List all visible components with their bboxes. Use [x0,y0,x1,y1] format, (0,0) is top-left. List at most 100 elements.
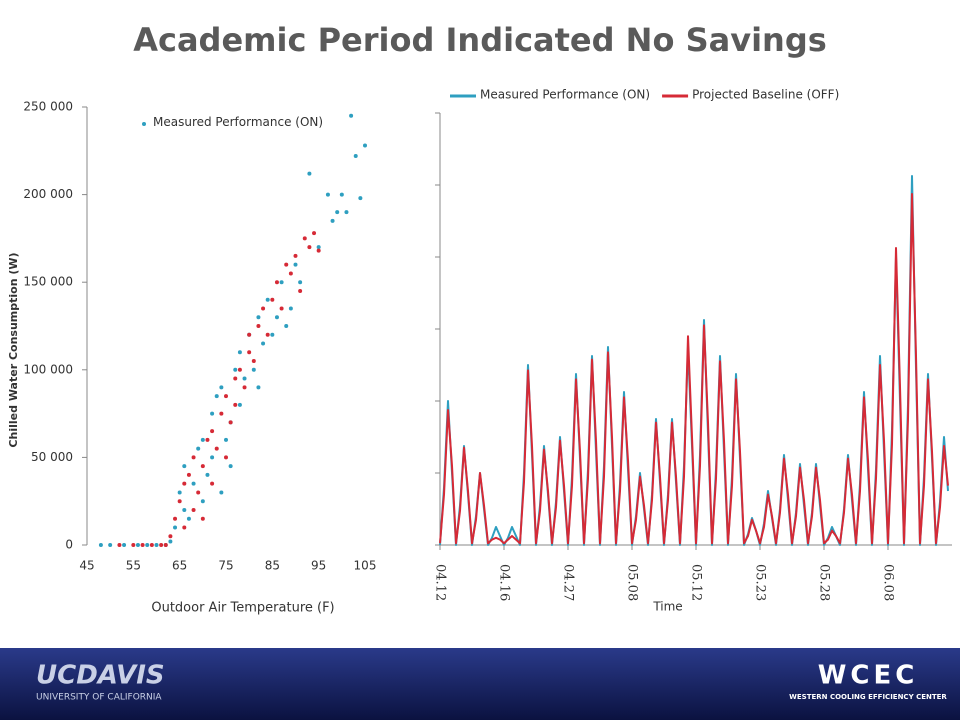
wcec-sub: WESTERN COOLING EFFICIENCY CENTER [789,693,947,701]
scatter-point [214,446,219,451]
scatter-point [168,534,173,539]
scatter-point [242,376,247,381]
scatter-point [219,385,224,390]
scatter-point [145,543,150,547]
scatter-point [339,192,344,197]
scatter-point [237,402,242,407]
ucdavis-logo: UCDAVIS [36,661,165,691]
scatter-point [228,464,233,469]
footer-band [0,648,960,720]
x-tick-label: 05.08 [625,564,640,601]
scatter-point [182,507,187,512]
y-tick-label: 0 [65,538,73,552]
scatter-point [191,507,196,512]
scatter-point [233,376,238,381]
scatter-point [186,472,191,477]
line-series [439,193,949,545]
y-tick-label: 250 000 [23,100,73,114]
scatter-point [224,394,228,399]
scatter-point [140,543,145,547]
x-tick-label: 05.28 [817,564,832,601]
scatter-point [163,543,168,547]
x-tick-label: 65 [172,559,187,573]
scatter-point [279,280,284,285]
scatter-point [98,543,103,547]
scatter-point [237,367,242,372]
scatter-point [344,210,349,215]
scatter-point [325,192,330,197]
scatter-point [293,253,298,258]
scatter-point [117,543,122,547]
scatter-point [219,411,224,416]
scatter-point [131,543,136,547]
scatter-point [247,332,252,337]
y-axis-label: Chilled Water Consumption (W) [7,252,20,447]
scatter-point [182,464,187,469]
wcec-logo: WCEC [818,661,919,691]
scatter-point [247,350,252,355]
ucdavis-sub: UNIVERSITY OF CALIFORNIA [36,693,162,703]
scatter-point [122,543,127,547]
scatter-point [265,297,270,302]
scatter-point [237,350,242,355]
x-tick-label: 04.27 [561,564,576,601]
scatter-point [256,315,261,320]
scatter-point [312,231,317,236]
scatter-point [284,262,289,267]
scatter-point [108,543,113,547]
scatter-point [330,218,335,223]
scatter-point [358,196,363,201]
legend-marker [142,122,146,126]
scatter-point [168,539,173,544]
scatter-point [316,245,321,250]
y-tick-label: 100 000 [23,362,73,376]
scatter-point [363,143,367,148]
scatter-point [228,420,233,425]
scatter-point [224,437,228,442]
scatter-point [214,394,219,399]
scatter-point [200,464,205,469]
scatter-point [242,385,247,390]
scatter-point [302,236,307,241]
scatter-point [316,248,321,253]
scatter-point [210,455,215,460]
scatter-point [191,455,196,460]
x-tick-label: 105 [354,559,377,573]
scatter-point [256,324,261,328]
scatter-point [177,499,182,504]
x-tick-label: 45 [79,559,94,573]
x-axis-label: Outdoor Air Temperature (F) [151,601,334,616]
legend-label: Projected Baseline (OFF) [692,88,839,102]
x-tick-label: 04.12 [433,564,448,601]
scatter-point [159,543,164,547]
scatter-point [307,245,312,250]
scatter-point [149,543,154,547]
scatter-point [191,481,196,486]
scatter-point [182,481,187,486]
scatter-point [219,490,224,495]
x-tick-label: 06.08 [881,564,896,601]
scatter-point [233,402,238,407]
y-tick-label: 200 000 [23,187,73,201]
scatter-point [182,525,187,530]
scatter-point [210,481,215,486]
x-tick-label: 85 [265,559,280,573]
scatter-point [274,280,279,285]
scatter-point [205,472,210,477]
scatter-point [298,288,303,293]
scatter-point [200,516,205,521]
scatter-point [233,367,238,372]
scatter-point [261,341,266,346]
scatter-point [274,315,279,320]
legend-label: Measured Performance (ON) [153,115,324,129]
scatter-point [256,385,261,390]
scatter-point [349,113,354,118]
x-tick-label: 75 [218,559,233,573]
legend-label: Measured Performance (ON) [480,88,650,102]
scatter-point [135,543,140,547]
scatter-point [353,154,358,159]
x-tick-label: 05.12 [689,564,704,601]
scatter-point [186,516,191,521]
scatter-point [293,262,298,267]
